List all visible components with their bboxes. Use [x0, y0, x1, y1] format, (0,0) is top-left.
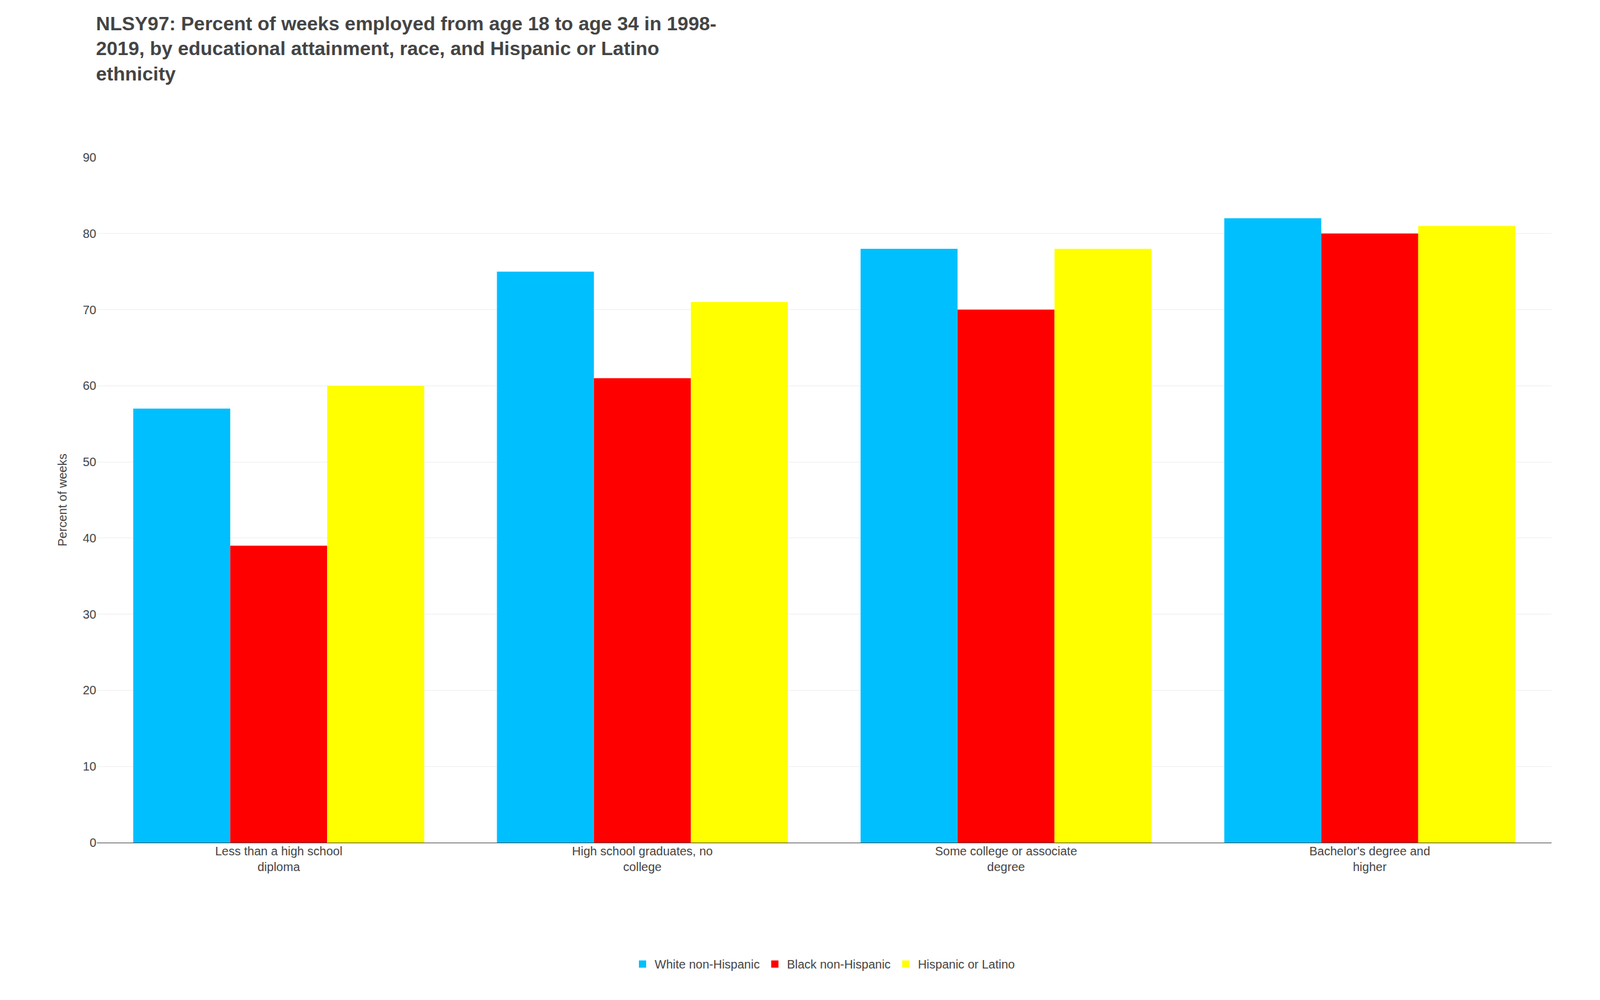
svg-text:50: 50 [82, 455, 97, 469]
svg-text:Percent of weeks: Percent of weeks [55, 453, 70, 547]
svg-text:40: 40 [82, 531, 97, 546]
svg-text:Less than a high schooldiploma: Less than a high schooldiploma [214, 844, 343, 874]
svg-text:20: 20 [82, 683, 97, 698]
svg-text:30: 30 [82, 608, 97, 622]
svg-text:White non-Hispanic: White non-Hispanic [654, 958, 760, 972]
svg-text:60: 60 [82, 379, 97, 393]
svg-text:90: 90 [82, 150, 97, 165]
svg-text:Some college or associatedegre: Some college or associatedegree [935, 844, 1078, 874]
svg-text:Hispanic or Latino: Hispanic or Latino [918, 958, 1015, 972]
svg-text:70: 70 [82, 303, 97, 317]
svg-text:Black non-Hispanic: Black non-Hispanic [786, 958, 891, 972]
svg-text:NLSY97: Percent of weeks emplo: NLSY97: Percent of weeks employed from a… [96, 12, 717, 85]
svg-text:Bachelor's degree andhigher: Bachelor's degree andhigher [1309, 844, 1431, 874]
svg-text:High school graduates, nocolle: High school graduates, nocollege [572, 844, 713, 874]
svg-text:10: 10 [82, 760, 97, 774]
svg-text:80: 80 [82, 227, 97, 241]
svg-text:0: 0 [89, 836, 97, 850]
